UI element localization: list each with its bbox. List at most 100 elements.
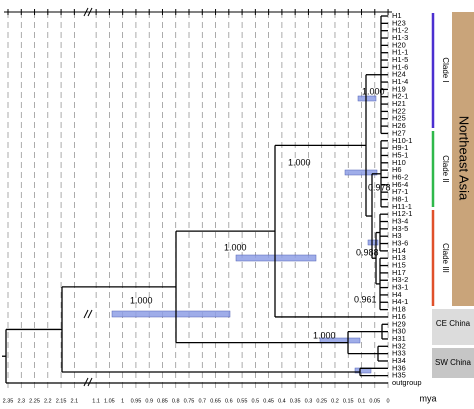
hpd-bar xyxy=(235,254,317,262)
x-tick-label: 0.5 xyxy=(252,398,260,404)
tip-label: H10 xyxy=(392,158,406,167)
x-tick-label: 2.2 xyxy=(44,398,52,404)
tip-label: H32 xyxy=(392,341,406,350)
axis-unit: mya xyxy=(419,393,436,403)
support-value: 1.000 xyxy=(224,242,247,252)
x-tick-label: 1.1 xyxy=(92,398,100,404)
x-tick-label: 0.15 xyxy=(343,398,354,404)
tip-label: H3-6 xyxy=(392,239,408,248)
tip-label: H11-1 xyxy=(392,202,412,211)
tip-label: H1-2 xyxy=(392,26,408,35)
region-band xyxy=(432,348,474,378)
x-tick-label: 0.7 xyxy=(198,398,206,404)
tip-label: H17 xyxy=(392,268,406,277)
tip-label: H33 xyxy=(392,349,406,358)
x-tick-label: 0.2 xyxy=(331,398,339,404)
tip-label: H34 xyxy=(392,356,406,365)
x-tick-label: 2.3 xyxy=(17,398,25,404)
tip-label: H3 xyxy=(392,231,402,240)
tip-label: H26 xyxy=(392,121,406,130)
tip-label: H3-2 xyxy=(392,275,408,284)
tip-label: H7-1 xyxy=(392,187,408,196)
tip-label: H20 xyxy=(392,40,406,49)
tip-label: H15 xyxy=(392,261,406,270)
tip-label: H35 xyxy=(392,371,406,380)
tip-label: H1 xyxy=(392,11,402,20)
x-tick-label: 1.05 xyxy=(104,398,115,404)
axis-break xyxy=(83,7,93,387)
support-value: 1.000 xyxy=(288,157,311,167)
region-band xyxy=(452,12,474,306)
tip-label: H27 xyxy=(392,128,406,137)
support-value: 1.000 xyxy=(362,86,385,96)
x-tick-label: 0.65 xyxy=(210,398,221,404)
tip-label: H6-2 xyxy=(392,172,408,181)
x-tick-label: 0 xyxy=(387,398,390,404)
tip-label: H4-1 xyxy=(392,297,408,306)
clade-label: Clade II xyxy=(441,155,450,183)
tip-label: H8-1 xyxy=(392,194,408,203)
tip-label: H18 xyxy=(392,305,406,314)
tip-label: H31 xyxy=(392,334,406,343)
x-tick-label: 0.3 xyxy=(305,398,313,404)
x-tick-label: 0.05 xyxy=(369,398,380,404)
x-tick-label: 0.45 xyxy=(263,398,274,404)
hpd-bar xyxy=(344,169,378,176)
x-tick-label: 2.35 xyxy=(3,398,14,404)
x-tick-label: 2.25 xyxy=(29,398,40,404)
tip-label: H36 xyxy=(392,363,406,372)
tip-label: H12-1 xyxy=(392,209,412,218)
tip-label: H6-4 xyxy=(392,180,408,189)
tip-label: H22 xyxy=(392,106,406,115)
tip-label: H25 xyxy=(392,114,406,123)
tip-label: H6 xyxy=(392,165,402,174)
tip-label: H29 xyxy=(392,319,406,328)
x-tick-label: 0.95 xyxy=(131,398,142,404)
tip-label: H30 xyxy=(392,327,406,336)
region-label: Northeast Asia xyxy=(457,116,472,201)
x-tick-label: 0.35 xyxy=(290,398,301,404)
tip-label: H24 xyxy=(392,70,406,79)
tip-label: H21 xyxy=(392,99,406,108)
hpd-bar xyxy=(111,310,231,318)
clade-label: Clade III xyxy=(441,243,450,273)
tip-label: H1-6 xyxy=(392,62,408,71)
clade-label: Clade I xyxy=(441,57,450,82)
tip-label: H3-5 xyxy=(392,224,408,233)
x-tick-label: 0.6 xyxy=(225,398,233,404)
x-tick-label: 1 xyxy=(121,398,124,404)
x-tick-label: 0.75 xyxy=(184,398,195,404)
x-tick-label: 0.4 xyxy=(278,398,286,404)
tip-label: H1-1 xyxy=(392,48,408,57)
region-label: CE China xyxy=(436,319,471,328)
tip-label: H1-3 xyxy=(392,33,408,42)
hpd-bar xyxy=(367,239,379,246)
support-value: 1.000 xyxy=(130,295,153,305)
tip-label: H2-1 xyxy=(392,92,408,101)
region-band xyxy=(432,309,474,345)
tip-label: H13 xyxy=(392,253,406,262)
tip-label: H3-4 xyxy=(392,217,408,226)
tip-label: H14 xyxy=(392,246,406,255)
tip-label: H5-1 xyxy=(392,150,408,159)
x-tick-label: 0.9 xyxy=(145,398,153,404)
tip-label: H1-4 xyxy=(392,77,408,86)
support-value: 0.978 xyxy=(368,182,391,192)
tip-label: H1-5 xyxy=(392,55,408,64)
hpd-bar xyxy=(357,95,377,102)
x-tick-label: 0.55 xyxy=(237,398,248,404)
tip-label: H4 xyxy=(392,290,402,299)
support-value: 0.961 xyxy=(354,294,377,304)
x-tick-label: 2.1 xyxy=(71,398,79,404)
tip-label: H10-1 xyxy=(392,136,412,145)
x-tick-label: 2.15 xyxy=(56,398,67,404)
tip-label: outgroup xyxy=(392,378,422,387)
region-label: SW China xyxy=(435,358,472,367)
x-tick-label: 0.85 xyxy=(157,398,168,404)
x-tick-label: 0.1 xyxy=(358,398,366,404)
support-value: 0.988 xyxy=(356,247,379,257)
x-tick-label: 0.8 xyxy=(172,398,180,404)
tip-label: H16 xyxy=(392,312,406,321)
tip-label: H9-1 xyxy=(392,143,408,152)
